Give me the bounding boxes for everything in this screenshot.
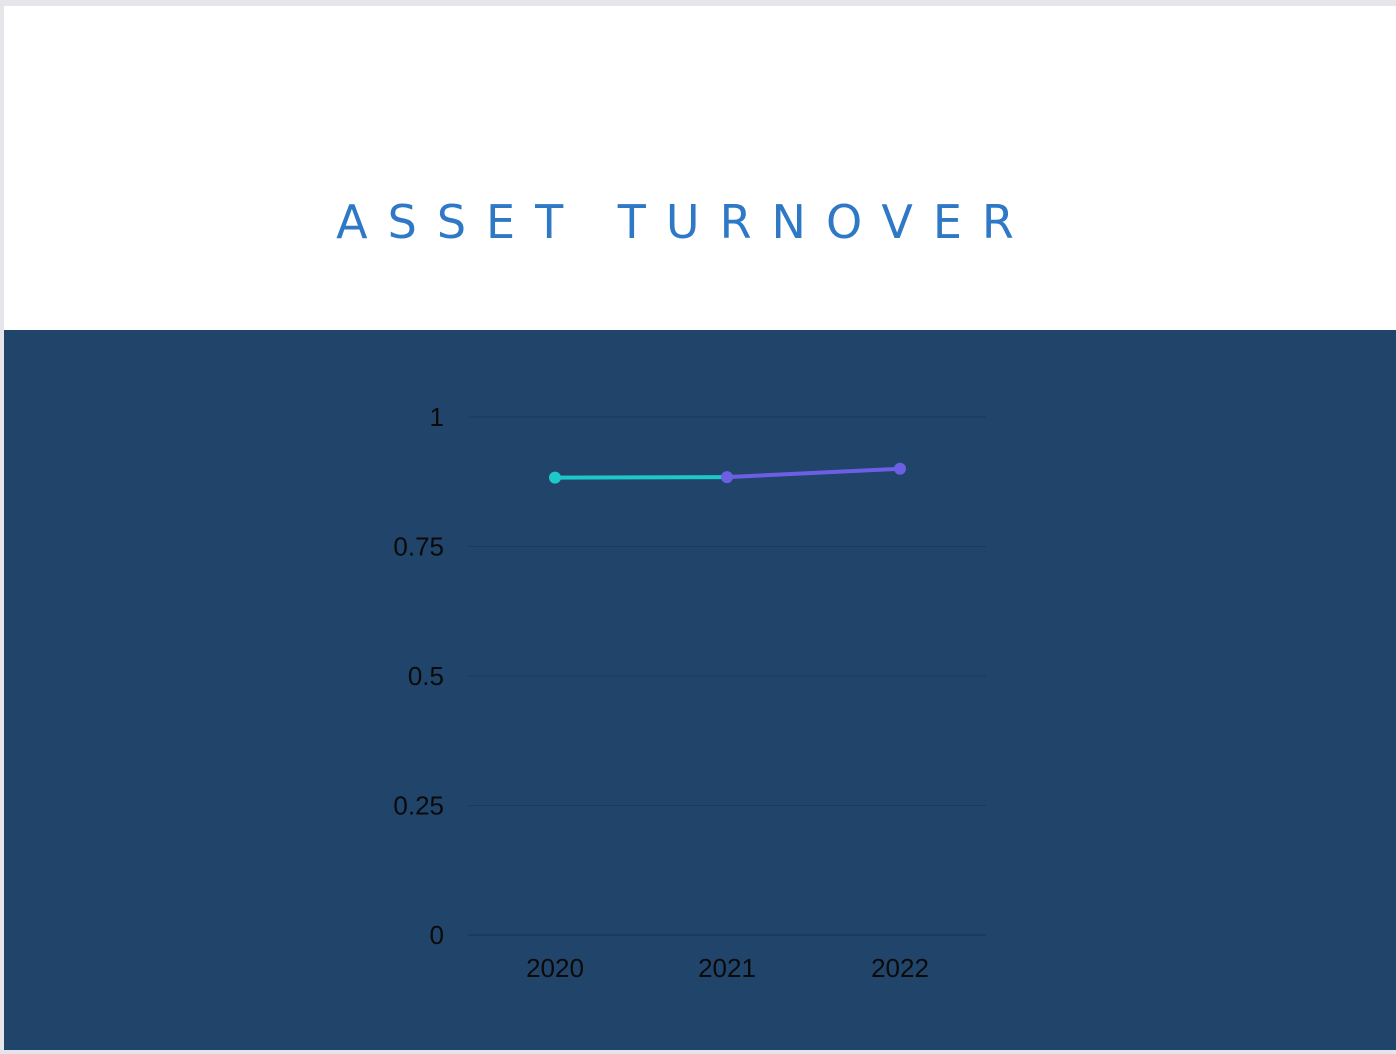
y-tick-label: 0.75 [393, 532, 444, 562]
y-tick-label: 0.5 [408, 661, 444, 691]
x-tick-label: 2022 [871, 953, 929, 983]
data-point [549, 471, 561, 484]
y-tick-label: 0.25 [393, 791, 444, 821]
x-tick-label: 2020 [526, 953, 584, 983]
x-tick-label: 2021 [698, 953, 756, 983]
y-tick-label: 1 [430, 402, 444, 432]
slide: ASSET TURNOVER [4, 6, 1396, 1050]
chart-title: ASSET TURNOVER [336, 195, 1034, 249]
series-segment [553, 475, 729, 480]
series-segment [725, 466, 902, 480]
data-point [894, 462, 906, 475]
y-tick-label: 0 [430, 920, 444, 950]
chart-panel [4, 330, 1396, 1050]
data-point [721, 471, 733, 484]
